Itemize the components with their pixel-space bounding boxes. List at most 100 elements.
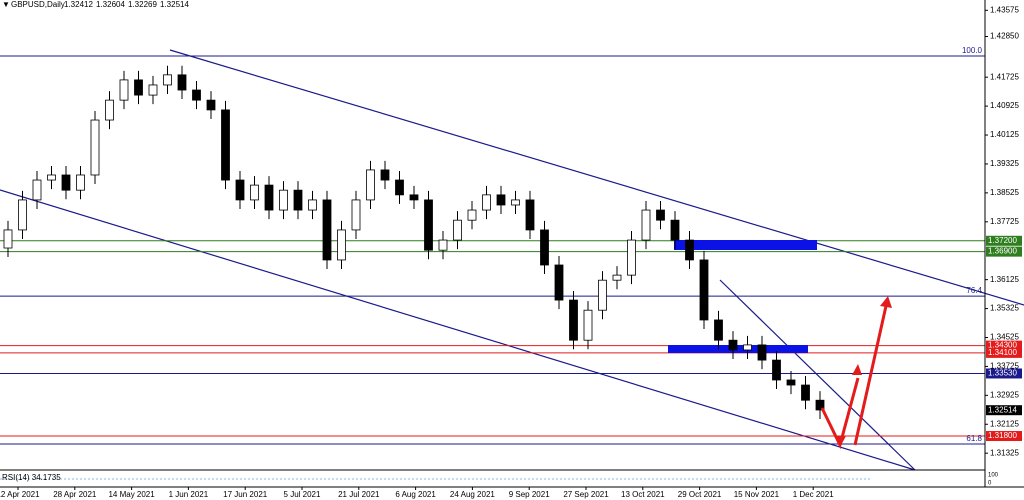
x-tick-label: 28 Apr 2021 (53, 490, 97, 499)
candle-body (525, 199, 535, 231)
candle-body (235, 179, 245, 201)
header-price: 1.32412 (64, 0, 93, 9)
y-tick-label: 1.43575 (990, 5, 1019, 14)
candle-body (250, 184, 259, 201)
zone (668, 345, 808, 353)
candle-body (511, 199, 520, 206)
candle-body (786, 379, 796, 386)
candle-body (612, 274, 622, 281)
candle-body (366, 169, 375, 201)
candle-body (728, 339, 738, 351)
candle-body (105, 99, 114, 121)
arrow-head (880, 296, 892, 308)
fib-label: 100.0 (962, 46, 983, 55)
candle-body (177, 74, 187, 91)
candle-body (540, 229, 549, 266)
x-tick-label: 29 Oct 2021 (678, 490, 722, 499)
candle-body (714, 319, 723, 341)
level-label: 1.37200 (988, 236, 1017, 245)
level-box (986, 235, 1022, 246)
x-tick-label: 24 Aug 2021 (450, 490, 495, 499)
y-tick-label: 1.40125 (990, 130, 1019, 139)
candle-body (380, 169, 390, 181)
candle-body (163, 74, 172, 86)
level-label: 1.33530 (988, 369, 1017, 378)
rsi-min: 0 (988, 481, 992, 487)
candle-body (699, 259, 709, 321)
candle-body (424, 199, 433, 251)
level-box (986, 340, 1022, 351)
arrow-head (852, 364, 862, 375)
candle-body (308, 199, 317, 211)
x-tick-label: 9 Sep 2021 (509, 490, 550, 499)
arrow-head (834, 436, 846, 447)
x-tick-label: 13 Oct 2021 (621, 490, 665, 499)
candle-body (583, 309, 593, 341)
level-label: 1.34300 (988, 341, 1017, 350)
y-tick-label: 1.38525 (990, 188, 1019, 197)
level-box (986, 368, 1022, 379)
candle-body (119, 79, 129, 101)
y-tick-label: 1.35325 (990, 304, 1019, 313)
candle-body (90, 119, 100, 176)
arrow (853, 305, 888, 446)
y-tick-label: 1.41725 (990, 72, 1019, 81)
fib-label: 61.8 (966, 434, 982, 443)
candle-body (192, 89, 201, 101)
y-tick-label: 1.36125 (990, 275, 1019, 284)
y-tick-label: 1.37725 (990, 217, 1019, 226)
y-tick-label: 1.34525 (990, 333, 1019, 342)
candle-body (32, 179, 42, 201)
y-tick-label: 1.39325 (990, 159, 1019, 168)
candle-body (337, 229, 346, 261)
current-price: 1.32514 (988, 405, 1017, 414)
x-tick-label: 14 May 2021 (108, 490, 155, 499)
candle-body (641, 209, 651, 241)
channel-lower (0, 189, 916, 471)
level-box (986, 347, 1022, 358)
header-price: 1.32604 (96, 0, 125, 9)
candle-body (598, 279, 607, 311)
candle-body (61, 174, 71, 191)
candle-body (496, 194, 506, 206)
header-price: 1.32514 (160, 0, 189, 9)
candle-body (670, 219, 680, 241)
candle-body (743, 344, 752, 351)
x-tick-label: 1 Jun 2021 (169, 490, 209, 499)
x-tick-label: 1 Dec 2021 (793, 490, 834, 499)
zone (674, 240, 817, 250)
x-tick-label: 17 Jun 2021 (223, 490, 268, 499)
rsi-max: 100 (988, 473, 999, 479)
rsi-label: RSI(14) 34.1735 (2, 473, 61, 482)
candle-body (438, 239, 448, 251)
candle-body (322, 199, 332, 261)
level-label: 1.36900 (988, 247, 1017, 256)
level-box (986, 246, 1022, 257)
candle-body (554, 264, 564, 301)
y-tick-label: 1.42850 (990, 32, 1019, 41)
level-label: 1.31800 (988, 431, 1017, 440)
candle-body (76, 174, 85, 191)
candle-body (757, 344, 767, 361)
candle-body (47, 174, 56, 181)
level-label: 1.34100 (988, 348, 1017, 357)
candle-body (134, 79, 143, 96)
candle-body (351, 199, 361, 231)
symbol: GBPUSD,Daily (11, 0, 65, 9)
candle-body (801, 384, 810, 401)
candle-body (3, 229, 13, 249)
trend-line (719, 279, 916, 471)
candle-body (395, 179, 404, 196)
candle-body (627, 239, 636, 276)
menu-arrow[interactable]: ▼ (2, 0, 10, 9)
candle-body (221, 109, 230, 181)
candle-body (206, 99, 216, 111)
y-tick-label: 1.32125 (990, 419, 1019, 428)
fib-label: 76.4 (966, 286, 982, 295)
candle-body (409, 194, 419, 201)
candle-body (264, 184, 274, 211)
candle-body (148, 84, 158, 96)
y-tick-label: 1.33725 (990, 362, 1019, 371)
level-box (986, 431, 1022, 442)
